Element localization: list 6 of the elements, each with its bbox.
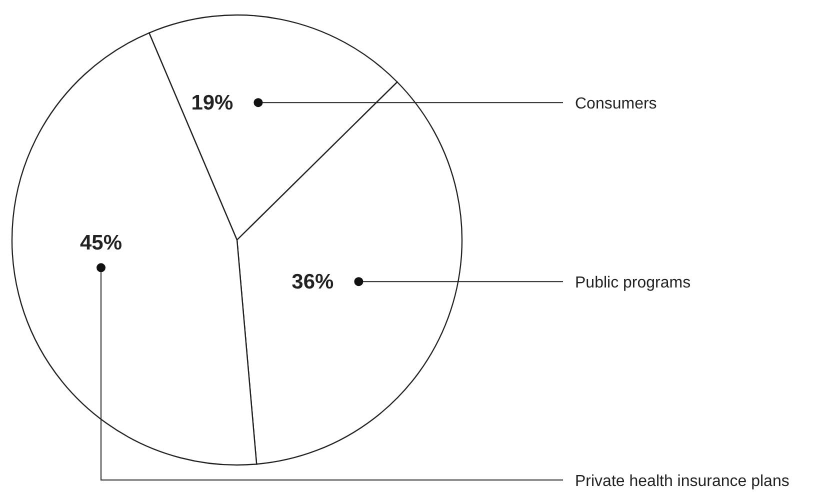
slice-label: Private health insurance plans	[575, 473, 790, 490]
data-label: 36%	[292, 270, 334, 294]
data-label: 45%	[80, 232, 122, 255]
slice-label: Public programs	[575, 274, 691, 292]
data-label: 19%	[191, 92, 234, 115]
slice-label: Consumers	[575, 96, 657, 113]
